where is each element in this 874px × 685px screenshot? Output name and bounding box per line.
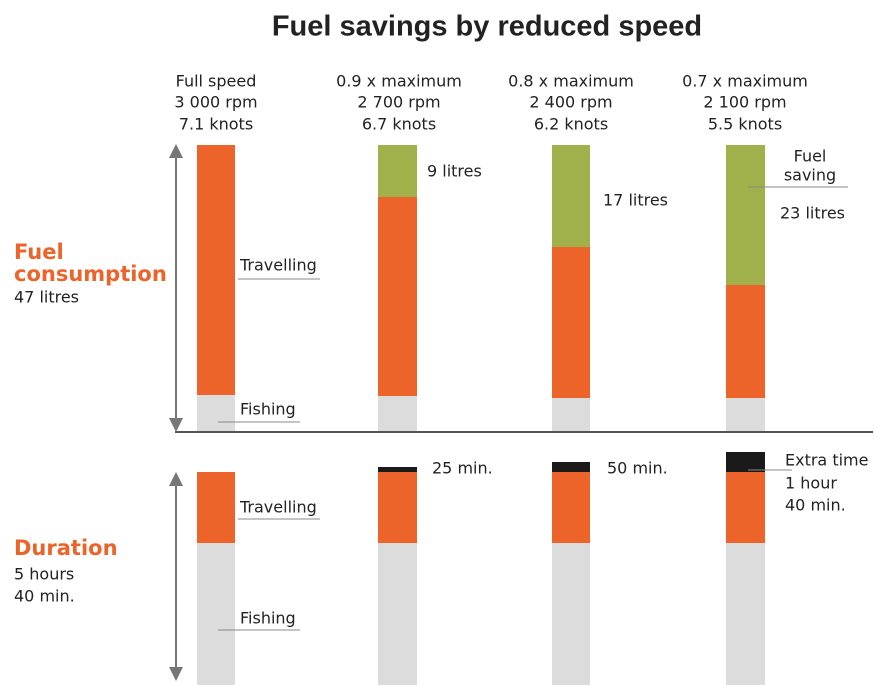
fuel-title: consumption <box>14 262 167 286</box>
bar <box>378 543 417 685</box>
fuel-total: 47 litres <box>14 288 79 307</box>
header: 5.5 knots <box>708 115 782 134</box>
bar <box>552 247 590 398</box>
extra-title: Extra time <box>785 451 868 470</box>
bar <box>726 452 765 472</box>
bar <box>378 472 417 543</box>
bar <box>552 145 590 247</box>
label: Travelling <box>239 498 317 517</box>
header: 6.2 knots <box>534 115 608 134</box>
bar <box>378 467 417 472</box>
bar <box>378 396 417 431</box>
header: Full speed <box>176 72 257 91</box>
label: Travelling <box>239 256 317 275</box>
bar <box>197 472 235 543</box>
bar <box>552 462 590 472</box>
header: 2 700 rpm <box>357 93 440 112</box>
bar <box>378 197 417 396</box>
fuel-bars <box>197 145 765 431</box>
header: 0.7 x maximum <box>682 72 808 91</box>
header: 0.8 x maximum <box>508 72 634 91</box>
bar <box>197 395 235 431</box>
header: 0.9 x maximum <box>336 72 462 91</box>
duration-title: Duration <box>14 536 118 560</box>
headers: Full speed 3 000 rpm 7.1 knots 0.9 x max… <box>174 72 807 134</box>
duration-total: 5 hours <box>14 565 74 584</box>
duration-bars <box>197 452 765 685</box>
bar <box>552 472 590 543</box>
bar <box>726 145 765 285</box>
extra-time: 40 min. <box>785 496 846 515</box>
bar <box>197 543 235 685</box>
bar <box>378 145 417 197</box>
bar <box>197 145 235 395</box>
header: 2 400 rpm <box>529 93 612 112</box>
saving: 23 litres <box>780 204 845 223</box>
extra-time: 25 min. <box>432 459 493 478</box>
extra-time: 50 min. <box>607 459 668 478</box>
bar <box>552 398 590 431</box>
bar <box>552 543 590 685</box>
header: 7.1 knots <box>179 115 253 134</box>
bar <box>726 285 765 398</box>
saving: 17 litres <box>603 191 668 210</box>
saving: 9 litres <box>427 162 482 181</box>
header: 3 000 rpm <box>174 93 257 112</box>
header: 2 100 rpm <box>703 93 786 112</box>
bar <box>726 398 765 431</box>
duration-total: 40 min. <box>14 587 75 606</box>
duration-arrow <box>169 472 183 681</box>
fuel-title: Fuel <box>14 240 64 264</box>
title: Fuel savings by reduced speed <box>272 11 702 43</box>
saving-title: saving <box>784 166 836 185</box>
label: Fishing <box>240 400 296 419</box>
fuel-arrow <box>169 144 183 432</box>
label: Fishing <box>240 609 296 628</box>
bar <box>726 472 765 543</box>
extra-time: 1 hour <box>785 474 837 493</box>
header: 6.7 knots <box>362 115 436 134</box>
bar <box>726 543 765 685</box>
saving-title: Fuel <box>794 147 827 166</box>
